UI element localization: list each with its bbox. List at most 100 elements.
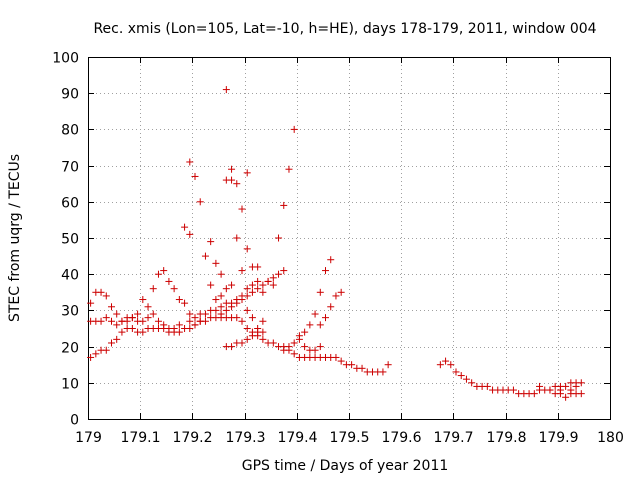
grid <box>88 57 610 419</box>
data-point <box>384 361 392 369</box>
data-point <box>144 314 152 322</box>
chart-title: Rec. xmis (Lon=105, Lat=-10, h=HE), days… <box>93 21 596 37</box>
data-point <box>295 332 303 340</box>
y-axis: 0 10 20 30 40 50 60 70 80 90 100 <box>52 51 610 429</box>
data-point <box>212 306 220 314</box>
x-axis: 179 179.1 179.2 179.3 179.4 179.5 179.6 179.7 17… <box>75 57 624 446</box>
data-point <box>102 314 110 322</box>
data-point <box>107 317 115 325</box>
data-point <box>311 346 319 354</box>
data-point <box>243 306 251 314</box>
data-point <box>275 234 283 242</box>
data-point <box>269 274 277 282</box>
data-point <box>243 335 251 343</box>
data-point <box>175 321 183 329</box>
data-point <box>238 267 246 275</box>
data-point <box>238 205 246 213</box>
x-tick-label: 179.5 <box>329 430 369 446</box>
data-point <box>212 259 220 267</box>
data-point <box>269 339 277 347</box>
y-tick-label: 0 <box>70 413 79 429</box>
data-point <box>97 288 105 296</box>
data-point <box>316 288 324 296</box>
data-point <box>452 368 460 376</box>
data-point <box>149 285 157 293</box>
y-tick-label: 40 <box>61 268 79 284</box>
data-point <box>233 314 241 322</box>
data-point <box>222 285 230 293</box>
data-point <box>248 314 256 322</box>
data-point <box>358 364 366 372</box>
data-point <box>327 256 335 264</box>
x-tick-label: 179.6 <box>381 430 421 446</box>
data-point <box>280 267 288 275</box>
data-point <box>301 343 309 351</box>
y-tick-label: 30 <box>61 304 79 320</box>
x-tick-label: 179.2 <box>172 430 212 446</box>
data-point <box>556 386 564 394</box>
data-point <box>186 230 194 238</box>
data-point <box>228 176 236 184</box>
data-point <box>243 325 251 332</box>
data-point <box>107 339 115 347</box>
data-point <box>337 357 345 365</box>
data-point <box>228 281 236 289</box>
data-point <box>238 339 246 347</box>
data-point <box>181 223 189 231</box>
data-point <box>248 288 256 296</box>
data-point <box>186 310 194 318</box>
data-point <box>212 296 220 304</box>
data-point <box>201 252 209 260</box>
data-point <box>149 310 157 318</box>
x-tick-label: 179 <box>75 430 102 446</box>
data-point <box>191 172 199 180</box>
data-point <box>207 238 215 246</box>
data-point <box>160 321 168 329</box>
data-point <box>196 317 204 325</box>
y-tick-label: 10 <box>61 377 79 393</box>
data-point <box>290 350 298 358</box>
data-point <box>254 285 262 293</box>
data-point <box>442 357 450 365</box>
data-point <box>228 165 236 173</box>
data-point <box>285 165 293 173</box>
data-point <box>311 310 319 318</box>
data-point <box>233 180 241 188</box>
data-point <box>207 281 215 289</box>
data-point <box>228 303 236 311</box>
data-point <box>536 382 544 390</box>
data-point <box>222 306 230 314</box>
data-point <box>280 201 288 209</box>
data-point <box>181 299 189 307</box>
data-point <box>217 303 225 311</box>
data-point <box>113 335 121 343</box>
data-point <box>170 325 178 332</box>
data-point <box>217 270 225 278</box>
data-point <box>379 368 387 376</box>
data-point <box>201 310 209 318</box>
data-points <box>87 86 585 401</box>
data-point <box>259 328 267 336</box>
data-point <box>248 281 256 289</box>
x-tick-label: 179.4 <box>277 430 317 446</box>
data-point <box>113 321 121 329</box>
data-point <box>102 346 110 354</box>
y-tick-label: 20 <box>61 341 79 357</box>
data-point <box>254 325 262 332</box>
data-point <box>243 169 251 177</box>
data-point <box>118 328 126 336</box>
data-point <box>259 281 267 289</box>
data-point <box>462 375 470 383</box>
data-point <box>186 158 194 166</box>
data-point <box>468 379 476 387</box>
data-point <box>316 321 324 329</box>
y-tick-label: 80 <box>61 123 79 139</box>
data-point <box>572 382 580 390</box>
data-point <box>191 321 199 329</box>
data-point <box>139 317 147 325</box>
data-point <box>97 317 105 325</box>
data-point <box>275 270 283 278</box>
data-point <box>322 267 330 275</box>
data-point <box>222 86 230 94</box>
